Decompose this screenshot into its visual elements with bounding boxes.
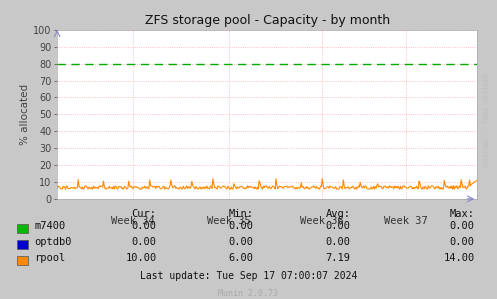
Text: Week 37: Week 37	[384, 216, 427, 226]
Text: 0.00: 0.00	[132, 237, 157, 247]
Text: Min:: Min:	[229, 209, 253, 219]
Text: 0.00: 0.00	[450, 237, 475, 247]
Text: Week 36: Week 36	[300, 216, 343, 226]
Text: 0.00: 0.00	[326, 221, 350, 231]
Text: 0.00: 0.00	[229, 237, 253, 247]
Text: rpool: rpool	[34, 253, 66, 263]
Text: Week 34: Week 34	[111, 216, 155, 226]
Text: RRDTOOL / TOBI OETIKER: RRDTOOL / TOBI OETIKER	[484, 73, 490, 166]
Text: 0.00: 0.00	[132, 221, 157, 231]
Text: 0.00: 0.00	[229, 221, 253, 231]
Y-axis label: % allocated: % allocated	[20, 84, 30, 145]
Text: 7.19: 7.19	[326, 253, 350, 263]
Text: Week 35: Week 35	[207, 216, 251, 226]
Text: Avg:: Avg:	[326, 209, 350, 219]
Text: Max:: Max:	[450, 209, 475, 219]
Text: 0.00: 0.00	[326, 237, 350, 247]
Text: Cur:: Cur:	[132, 209, 157, 219]
Text: 14.00: 14.00	[443, 253, 475, 263]
Text: 6.00: 6.00	[229, 253, 253, 263]
Text: Last update: Tue Sep 17 07:00:07 2024: Last update: Tue Sep 17 07:00:07 2024	[140, 271, 357, 281]
Text: Munin 2.0.73: Munin 2.0.73	[219, 289, 278, 298]
Text: m7400: m7400	[34, 221, 66, 231]
Text: 10.00: 10.00	[125, 253, 157, 263]
Text: optdb0: optdb0	[34, 237, 72, 247]
Text: 0.00: 0.00	[450, 221, 475, 231]
Title: ZFS storage pool - Capacity - by month: ZFS storage pool - Capacity - by month	[145, 14, 390, 27]
